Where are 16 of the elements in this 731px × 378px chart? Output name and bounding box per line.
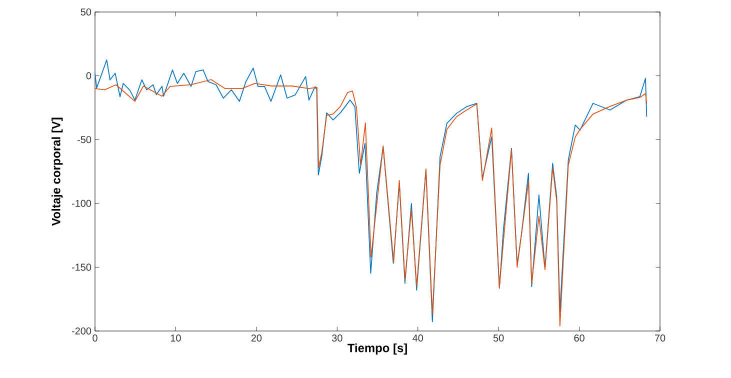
y-tick-label: -200	[72, 327, 92, 335]
x-tick-label: 30	[332, 334, 342, 342]
x-tick-label: 10	[170, 334, 181, 342]
x-tick-label: 70	[654, 334, 666, 342]
x-tick-label: 60	[574, 334, 584, 342]
y-tick-label: 0	[86, 72, 92, 80]
y-tick-label: -50	[78, 136, 92, 144]
y-axis-title: Voltaje corporal [V]	[52, 118, 63, 226]
x-tick-label: 50	[493, 334, 504, 342]
y-tick-label: -100	[72, 200, 92, 207]
y-tick-label: 50	[80, 8, 92, 16]
x-tick-label: 40	[412, 334, 424, 342]
x-tick-label: 0	[92, 334, 98, 342]
x-axis-title: Tiempo [s]	[348, 343, 407, 355]
y-tick-label: -150	[72, 264, 92, 271]
x-tick-label: 20	[251, 334, 262, 342]
